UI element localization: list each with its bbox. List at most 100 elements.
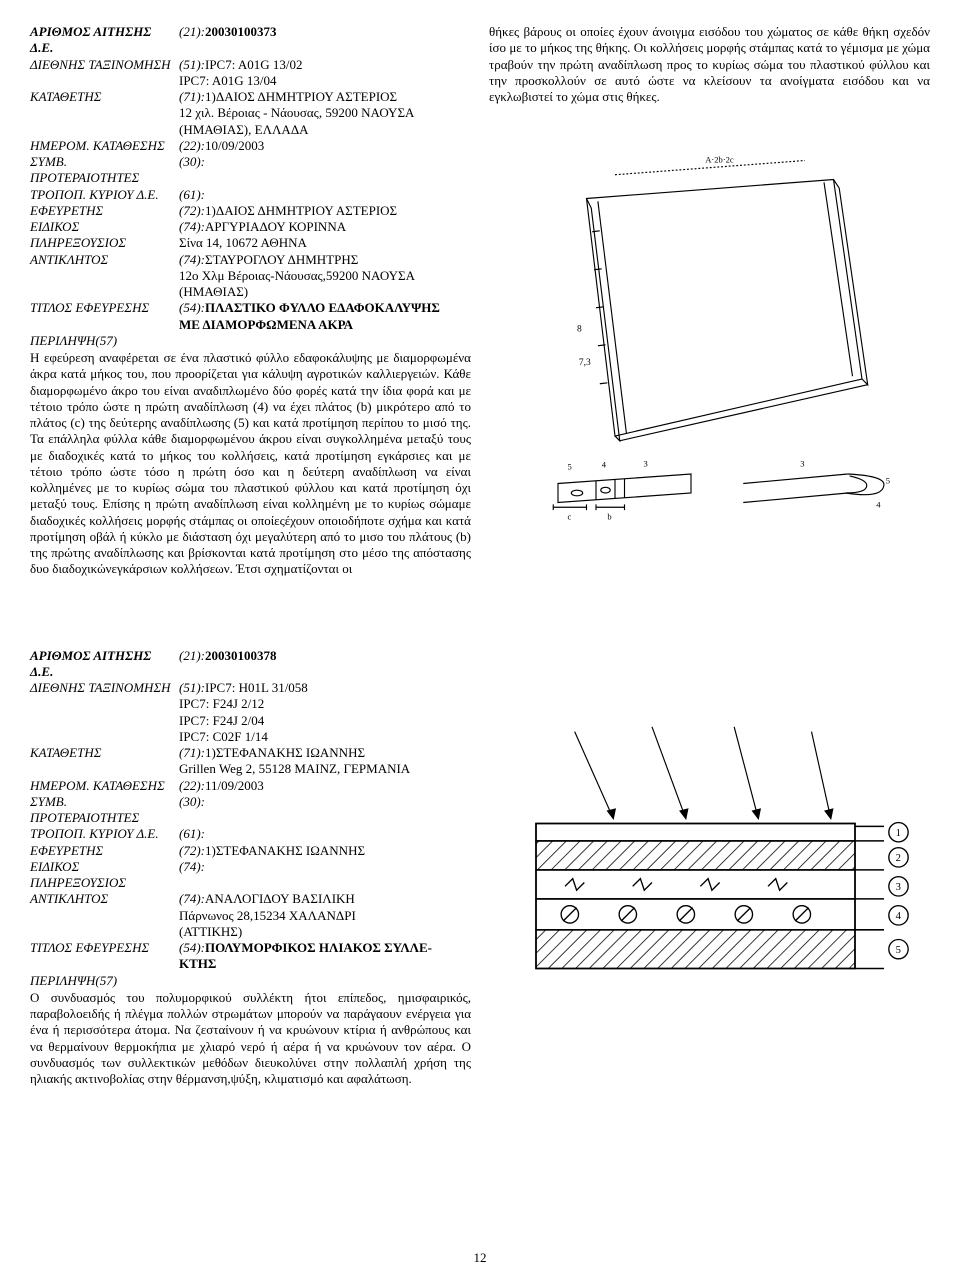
svg-text:2: 2	[895, 854, 900, 865]
field-label: ΕΦΕΥΡΕΤΗΣ	[30, 203, 175, 219]
figure: 1 2 3 4 5	[489, 648, 930, 1088]
field-value: (22):11/09/2003	[179, 778, 471, 794]
svg-text:4: 4	[601, 460, 606, 470]
page-number: 12	[0, 1250, 960, 1266]
field-code: (30):	[179, 154, 205, 169]
field-label: ΤΙΤΛΟΣ ΕΦΕΥΡΕΣΗΣ	[30, 300, 175, 333]
field-label: ΔΙΕΘΝΗΣ ΤΑΞΙΝΟΜΗΣΗ	[30, 57, 175, 90]
field-text: IPC7: A01G 13/04	[179, 73, 277, 88]
field-value: (21):20030100378	[179, 648, 471, 681]
field-label: ΑΡΙΘΜΟΣ ΑΙΤΗΣΗΣ Δ.Ε.	[30, 24, 175, 57]
svg-text:A·2b·2c: A·2b·2c	[705, 155, 734, 165]
field-label: ΠΕΡΙΛΗΨΗ(57)	[30, 973, 175, 989]
record-columns: ΑΡΙΘΜΟΣ ΑΙΤΗΣΗΣ Δ.Ε. (21):20030100378 ΔΙ…	[30, 648, 930, 1088]
field-text: 1)ΣΤΕΦΑΝΑΚΗΣ ΙΩΑΝΝΗΣ	[205, 843, 365, 858]
field-value: (74):ΑΝΑΛΟΓΙΔΟΥ ΒΑΣΙΛΙΚΗ Πάρνωνος 28,152…	[179, 891, 471, 940]
field-text: 11/09/2003	[205, 778, 264, 793]
drawing-svg: 1 2 3 4 5	[505, 722, 915, 1012]
svg-text:5: 5	[567, 462, 571, 472]
field-text: 1)ΔΑΙΟΣ ΔΗΜΗΤΡΙΟΥ ΑΣΤΕΡΙΟΣ	[205, 203, 397, 218]
field-value: (51):IPC7: A01G 13/02 IPC7: A01G 13/04	[179, 57, 471, 90]
svg-text:3: 3	[643, 459, 647, 469]
drawing-svg: A·2b·2c 8 7,3 c	[520, 141, 900, 541]
field-label: ΑΝΤΙΚΛΗΤΟΣ	[30, 252, 175, 301]
field-label: ΕΦΕΥΡΕΤΗΣ	[30, 843, 175, 859]
field-label: ΚΑΤΑΘΕΤΗΣ	[30, 745, 175, 778]
field-value: (61):	[179, 826, 471, 842]
field-value: (30):	[179, 154, 471, 187]
record-columns: ΑΡΙΘΜΟΣ ΑΙΤΗΣΗΣ Δ.Ε. (21):20030100373 ΔΙ…	[30, 24, 930, 578]
field-label: ΠΕΡΙΛΗΨΗ(57)	[30, 333, 175, 349]
field-code: (21):	[179, 648, 205, 663]
field-text: IPC7: F24J 2/12	[179, 696, 264, 711]
field-value: (72):1)ΣΤΕΦΑΝΑΚΗΣ ΙΩΑΝΝΗΣ	[179, 843, 471, 859]
field-code: (22):	[179, 138, 205, 153]
record-left-col: ΑΡΙΘΜΟΣ ΑΙΤΗΣΗΣ Δ.Ε. (21):20030100373 ΔΙ…	[30, 24, 471, 578]
field-label: ΤΙΤΛΟΣ ΕΦΕΥΡΕΣΗΣ	[30, 940, 175, 973]
field-label: ΤΡΟΠΟΠ. ΚΥΡΙΟΥ Δ.Ε.	[30, 187, 175, 203]
field-code: (72):	[179, 843, 205, 858]
field-label: ΗΜΕΡΟΜ. ΚΑΤΑΘΕΣΗΣ	[30, 778, 175, 794]
record-right-col: 1 2 3 4 5	[489, 648, 930, 1088]
field-label: ΗΜΕΡΟΜ. ΚΑΤΑΘΕΣΗΣ	[30, 138, 175, 154]
field-code: (54):	[179, 940, 205, 955]
field-value: (74):	[179, 859, 471, 892]
field-table: ΑΡΙΘΜΟΣ ΑΙΤΗΣΗΣ Δ.Ε. (21):20030100378 ΔΙ…	[30, 648, 471, 989]
field-value: (21):20030100373	[179, 24, 471, 57]
field-text: IPC7: F24J 2/04	[179, 713, 264, 728]
field-value: (54):ΠΛΑΣΤΙΚΟ ΦΥΛΛΟ ΕΔΑΦΟΚΑΛΥΨΗΣ ΜΕ ΔΙΑΜ…	[179, 300, 471, 333]
field-text: Πάρνωνος 28,15234 ΧΑΛΑΝΔΡΙ	[179, 908, 356, 923]
abstract-text: Η εφεύρεση αναφέρεται σε ένα πλαστικό φύ…	[30, 350, 471, 578]
svg-text:3: 3	[895, 883, 900, 894]
field-code: (61):	[179, 187, 205, 202]
field-label: ΣΥΜΒ. ΠΡΟΤΕΡΑΙΟΤΗΤΕΣ	[30, 794, 175, 827]
field-text: ΜΕ ΔΙΑΜΟΡΦΩΜΕΝΑ ΑΚΡΑ	[179, 317, 353, 332]
field-text: 1)ΔΑΙΟΣ ΔΗΜΗΤΡΙΟΥ ΑΣΤΕΡΙΟΣ	[205, 89, 397, 104]
field-text: 1)ΣΤΕΦΑΝΑΚΗΣ ΙΩΑΝΝΗΣ	[205, 745, 365, 760]
field-code: (71):	[179, 745, 205, 760]
field-code: (74):	[179, 891, 205, 906]
field-code: (51):	[179, 680, 205, 695]
field-label: ΔΙΕΘΝΗΣ ΤΑΞΙΝΟΜΗΣΗ	[30, 680, 175, 745]
svg-text:1: 1	[895, 828, 900, 839]
field-label: ΚΑΤΑΘΕΤΗΣ	[30, 89, 175, 138]
svg-text:b: b	[607, 512, 611, 522]
field-text: ΑΡΓΥΡΙΑΔΟΥ ΚΟΡΙΝΝΑ	[205, 219, 346, 234]
field-text: (ΑΤΤΙΚΗΣ)	[179, 924, 242, 939]
field-label: ΤΡΟΠΟΠ. ΚΥΡΙΟΥ Δ.Ε.	[30, 826, 175, 842]
field-code: (30):	[179, 794, 205, 809]
field-value: (74):ΑΡΓΥΡΙΑΔΟΥ ΚΟΡΙΝΝΑ Σίνα 14, 10672 Α…	[179, 219, 471, 252]
field-value: (51):IPC7: H01L 31/058 IPC7: F24J 2/12 I…	[179, 680, 471, 745]
abstract-continuation: θήκες βάρους οι οποίες έχουν άνοιγμα εισ…	[489, 24, 930, 105]
field-text: ΣΤΑΥΡΟΓΛΟΥ ΔΗΜΗΤΡΗΣ	[205, 252, 358, 267]
field-code: (72):	[179, 203, 205, 218]
field-value: (22):10/09/2003	[179, 138, 471, 154]
svg-text:4: 4	[876, 500, 881, 510]
field-label: ΑΝΤΙΚΛΗΤΟΣ	[30, 891, 175, 940]
field-text: ΠΛΑΣΤΙΚΟ ΦΥΛΛΟ ΕΔΑΦΟΚΑΛΥΨΗΣ	[205, 300, 440, 315]
field-code: (54):	[179, 300, 205, 315]
field-value: (74):ΣΤΑΥΡΟΓΛΟΥ ΔΗΜΗΤΡΗΣ 12ο Χλμ Βέροιας…	[179, 252, 471, 301]
field-label: ΕΙΔΙΚΟΣ ΠΛΗΡΕΞΟΥΣΙΟΣ	[30, 859, 175, 892]
field-value	[179, 973, 471, 989]
field-value: (72):1)ΔΑΙΟΣ ΔΗΜΗΤΡΙΟΥ ΑΣΤΕΡΙΟΣ	[179, 203, 471, 219]
field-code: (74):	[179, 859, 205, 874]
patent-record: ΑΡΙΘΜΟΣ ΑΙΤΗΣΗΣ Δ.Ε. (21):20030100373 ΔΙ…	[30, 24, 930, 578]
field-value: (61):	[179, 187, 471, 203]
field-text: IPC7: C02F 1/14	[179, 729, 268, 744]
field-text: ΚΤΗΣ	[179, 956, 216, 971]
field-code: (74):	[179, 252, 205, 267]
field-text: IPC7: H01L 31/058	[205, 680, 308, 695]
field-code: (71):	[179, 89, 205, 104]
field-code: (21):	[179, 24, 205, 39]
field-value: (71):1)ΔΑΙΟΣ ΔΗΜΗΤΡΙΟΥ ΑΣΤΕΡΙΟΣ 12 χιλ. …	[179, 89, 471, 138]
svg-text:5: 5	[885, 476, 889, 486]
field-label: ΣΥΜΒ. ΠΡΟΤΕΡΑΙΟΤΗΤΕΣ	[30, 154, 175, 187]
field-text: Grillen Weg 2, 55128 MAINZ, ΓΕΡΜΑΝΙΑ	[179, 761, 410, 776]
field-label: ΕΙΔΙΚΟΣ ΠΛΗΡΕΞΟΥΣΙΟΣ	[30, 219, 175, 252]
field-value: (54):ΠΟΛΥΜΟΡΦΙΚΟΣ ΗΛΙΑΚΟΣ ΣΥΛΛΕ- ΚΤΗΣ	[179, 940, 471, 973]
field-text: 12ο Χλμ Βέροιας-Νάουσας,59200 ΝΑΟΥΣΑ	[179, 268, 415, 283]
field-value: (71):1)ΣΤΕΦΑΝΑΚΗΣ ΙΩΑΝΝΗΣ Grillen Weg 2,…	[179, 745, 471, 778]
field-label: ΑΡΙΘΜΟΣ ΑΙΤΗΣΗΣ Δ.Ε.	[30, 648, 175, 681]
svg-text:5: 5	[895, 945, 900, 956]
